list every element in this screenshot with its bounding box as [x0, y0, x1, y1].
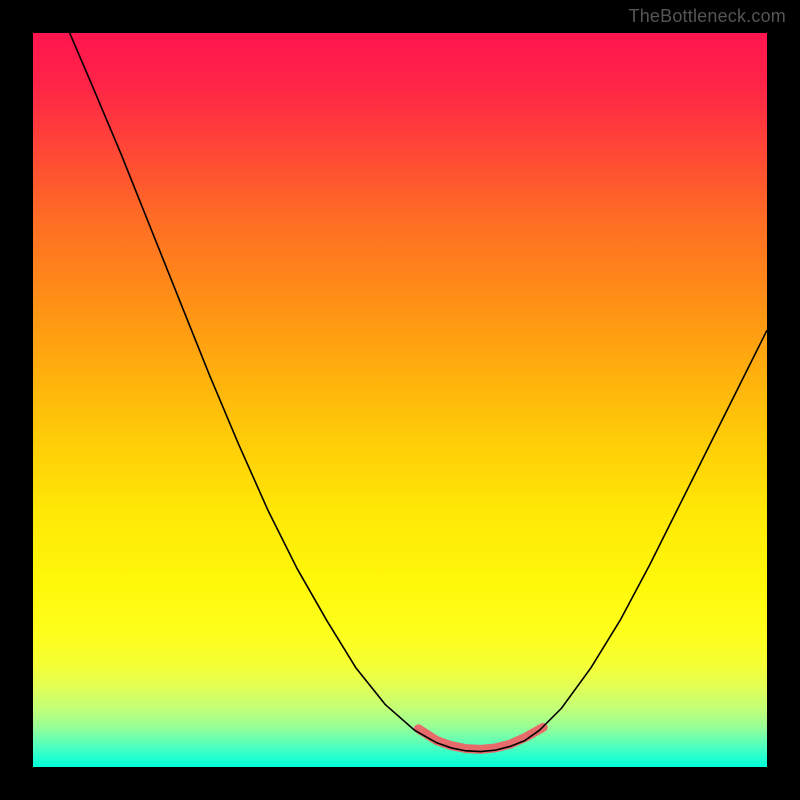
chart-container: TheBottleneck.com	[0, 0, 800, 800]
plot-svg	[33, 33, 767, 767]
bottleneck-plot	[33, 33, 767, 767]
gradient-background	[33, 33, 767, 767]
watermark-text: TheBottleneck.com	[629, 6, 786, 27]
